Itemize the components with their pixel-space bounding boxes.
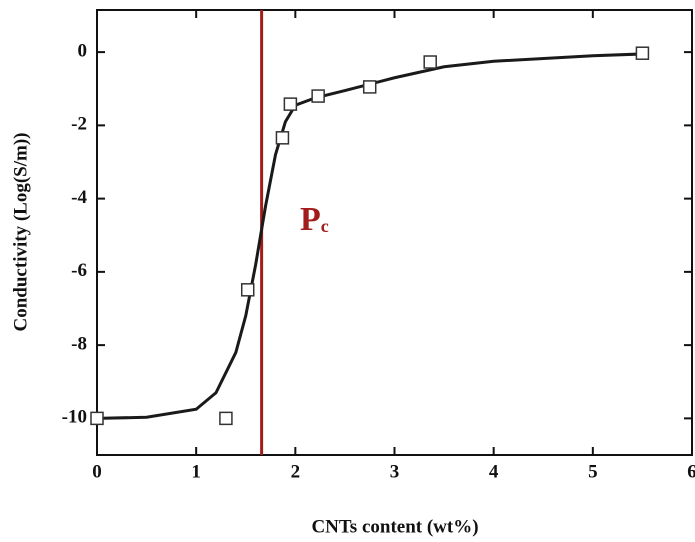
data-point	[312, 90, 324, 102]
x-tick-label: 6	[687, 461, 695, 482]
x-tick-label: 1	[191, 461, 201, 482]
data-point	[276, 132, 288, 144]
x-tick-label: 3	[390, 461, 400, 482]
x-tick-label: 2	[291, 461, 301, 482]
data-point	[364, 81, 376, 93]
y-tick-label: -6	[71, 260, 87, 281]
data-point	[91, 412, 103, 424]
y-tick-label: -2	[71, 114, 87, 135]
threshold-label-sub: c	[321, 216, 329, 236]
x-tick-label: 0	[92, 461, 102, 482]
fit-curve	[97, 54, 642, 418]
y-tick-label: -8	[71, 333, 87, 354]
x-tick-label: 4	[489, 461, 499, 482]
data-point	[284, 98, 296, 110]
threshold-label-main: P	[300, 201, 321, 238]
x-tick-label: 5	[588, 461, 598, 482]
y-tick-label: -4	[71, 187, 87, 208]
y-tick-label: -10	[62, 407, 87, 428]
x-axis-label: CNTs content (wt%)	[311, 516, 478, 537]
data-point	[220, 412, 232, 424]
data-point	[636, 47, 648, 59]
y-tick-label: 0	[78, 40, 88, 61]
data-point	[242, 284, 254, 296]
threshold-label: Pc	[300, 201, 329, 238]
chart: CNTs content (wt%) Conductivity (Log(S/m…	[0, 0, 695, 542]
y-axis-label: Conductivity (Log(S/m))	[10, 133, 31, 332]
data-point	[424, 56, 436, 68]
